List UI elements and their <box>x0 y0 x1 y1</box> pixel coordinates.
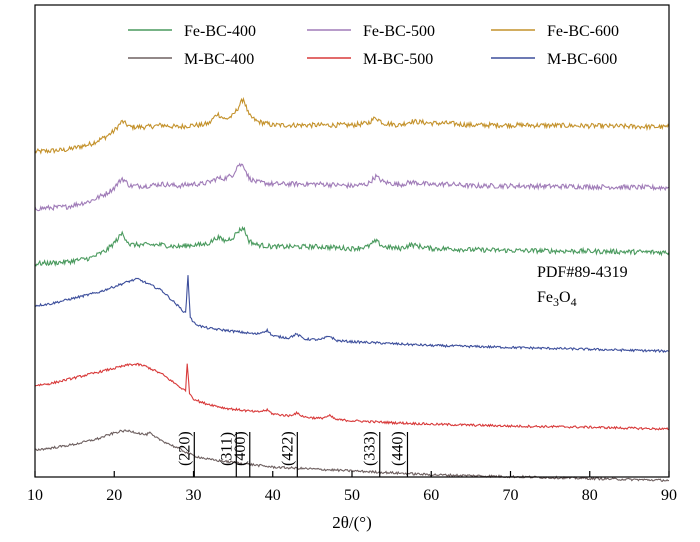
legend-label: M-BC-500 <box>363 51 433 68</box>
ref-peak-label: (333) <box>362 431 379 466</box>
legend-label: M-BC-400 <box>184 51 254 68</box>
x-tick-label: 20 <box>106 487 122 504</box>
reference-name: PDF#89-4319 <box>537 264 628 281</box>
legend: Fe-BC-400 Fe-BC-500 Fe-BC-600 M-BC-400 M-BC-… <box>128 23 619 68</box>
x-tick-label: 90 <box>661 487 677 504</box>
legend-label: Fe-BC-600 <box>547 23 619 40</box>
x-tick-label: 10 <box>27 487 43 504</box>
x-tick-label: 70 <box>503 487 519 504</box>
plot-frame <box>34 4 670 478</box>
x-tick-label: 50 <box>344 487 360 504</box>
x-axis: 10 20 30 40 50 60 70 80 90 <box>27 471 677 504</box>
ref-peak-label: (422) <box>279 431 296 466</box>
x-tick-label: 40 <box>265 487 281 504</box>
legend-label: Fe-BC-500 <box>363 23 435 40</box>
legend-label: M-BC-600 <box>547 51 617 68</box>
series-lines <box>34 96 670 483</box>
x-tick-label: 60 <box>423 487 439 504</box>
series-line-m500 <box>34 362 670 431</box>
series-line-fe400 <box>34 225 670 267</box>
x-axis-title: 2θ/(°) <box>332 513 372 532</box>
series-line-fe500 <box>34 162 670 212</box>
series-line-m600 <box>34 275 670 354</box>
ref-peak-label: (400) <box>232 431 249 466</box>
ref-peak-label: (220) <box>176 431 193 466</box>
ref-peak-label: (311) <box>218 432 235 466</box>
reference-formula: Fe3O4 <box>537 289 577 309</box>
x-tick-label: 30 <box>186 487 202 504</box>
x-tick-label: 80 <box>582 487 598 504</box>
legend-label: Fe-BC-400 <box>184 23 256 40</box>
ref-peak-label: (440) <box>389 431 406 466</box>
reference-peaks: (220) (311)(400) (422) (333) (440) <box>176 431 409 477</box>
series-line-fe600 <box>34 96 670 155</box>
